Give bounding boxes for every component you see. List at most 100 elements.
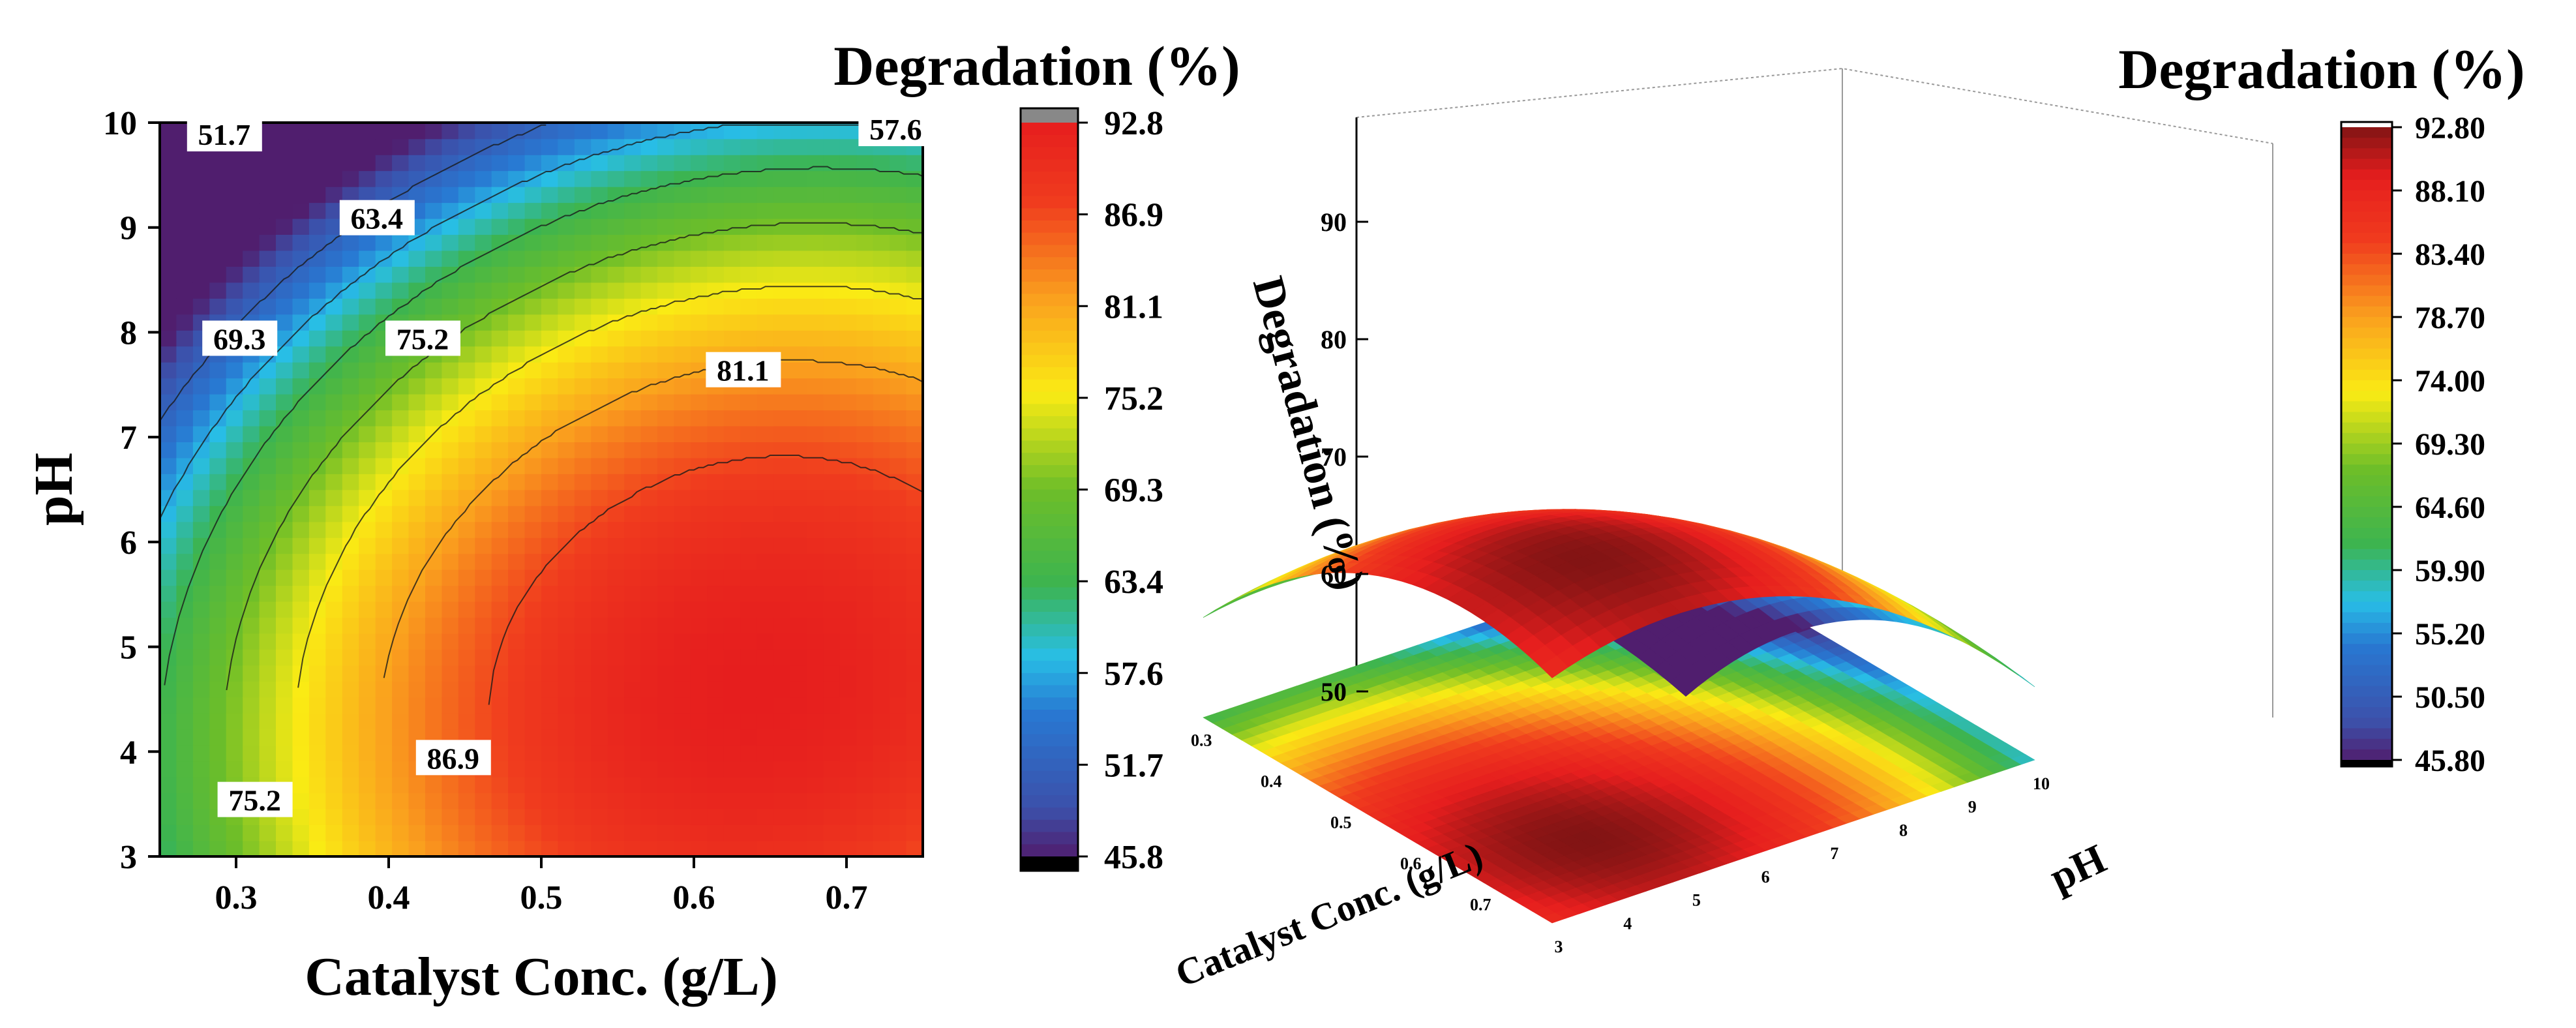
contour-cell	[276, 729, 293, 746]
contour-cell	[657, 601, 675, 618]
contour-cell	[375, 665, 393, 682]
colorbar-right-band	[2341, 549, 2392, 560]
contour-cell	[723, 314, 741, 331]
contour-cell	[475, 569, 492, 586]
contour-cell	[607, 633, 625, 650]
contour-cell	[856, 712, 874, 730]
contour-cell	[226, 425, 243, 442]
contour-x-tick-label: 0.6	[673, 879, 715, 916]
contour-cell	[392, 474, 410, 491]
contour-cell	[624, 346, 642, 363]
contour-cell	[458, 697, 475, 714]
contour-cell	[359, 250, 376, 267]
contour-cell	[856, 697, 874, 714]
contour-cell	[442, 250, 459, 267]
contour-cell	[807, 138, 824, 155]
contour-cell	[823, 553, 841, 570]
contour-cell	[756, 761, 774, 778]
contour-cell	[674, 346, 691, 363]
contour-cell	[160, 186, 177, 204]
contour-cell	[723, 250, 741, 267]
contour-cell	[508, 506, 526, 522]
contour-cell	[674, 697, 691, 714]
contour-cell	[325, 553, 343, 570]
contour-cell	[192, 712, 211, 730]
contour-cell	[458, 282, 475, 299]
contour-cell	[276, 154, 293, 172]
contour-cell	[723, 601, 741, 618]
colorbar-right-band	[2341, 601, 2392, 613]
contour-cell	[425, 457, 443, 474]
contour-cell	[823, 474, 841, 491]
contour-cell	[491, 697, 509, 714]
contour-cell	[359, 442, 376, 459]
contour-cell	[707, 617, 725, 634]
contour-cell	[176, 665, 194, 682]
contour-cell	[176, 553, 194, 570]
contour-cell	[325, 569, 343, 586]
contour-cell	[408, 649, 426, 666]
contour-cell	[873, 393, 890, 411]
contour-cell	[425, 681, 443, 698]
contour-cell	[640, 489, 658, 506]
contour-cell	[176, 744, 194, 762]
contour-cell	[375, 569, 393, 586]
surface-floor-cell	[2011, 753, 2035, 765]
contour-cell	[707, 250, 725, 267]
contour-cell	[607, 442, 625, 459]
colorbar-right-band	[2341, 538, 2392, 550]
colorbar-left-band	[1021, 538, 1078, 552]
contour-cell	[176, 712, 194, 730]
contour-cell	[773, 761, 791, 778]
contour-cell	[176, 410, 194, 427]
contour-cell	[425, 633, 443, 650]
contour-cell	[823, 186, 841, 204]
contour-cell	[890, 729, 907, 746]
contour-cell	[392, 712, 410, 730]
contour-cell	[292, 585, 310, 602]
contour-cell	[591, 170, 608, 187]
contour-cell	[640, 442, 658, 459]
contour-cell	[591, 729, 608, 746]
contour-cell	[375, 729, 393, 746]
contour-cell	[558, 665, 575, 682]
contour-cell	[392, 170, 410, 187]
contour-cell	[756, 697, 774, 714]
contour-cell	[160, 521, 177, 538]
contour-cell	[259, 138, 277, 155]
contour-cell	[508, 393, 526, 411]
contour-cell	[325, 681, 343, 698]
contour-cell	[209, 537, 227, 554]
contour-cell	[491, 744, 509, 762]
contour-cell	[591, 744, 608, 762]
contour-cell	[873, 808, 890, 825]
colorbar-left-tick-label: 86.9	[1104, 197, 1163, 234]
contour-cell	[756, 298, 774, 315]
contour-cell	[243, 457, 260, 474]
contour-cell	[740, 553, 758, 570]
contour-cell	[707, 761, 725, 778]
contour-cell	[740, 585, 758, 602]
contour-cell	[856, 729, 874, 746]
contour-cell	[873, 601, 890, 618]
contour-cell	[607, 250, 625, 267]
contour-cell	[856, 793, 874, 809]
contour-cell	[375, 585, 393, 602]
colorbar-left-tick-label: 69.3	[1104, 472, 1163, 509]
contour-cell	[308, 744, 327, 762]
contour-cell	[657, 425, 675, 442]
contour-cell	[873, 761, 890, 778]
contour-cell	[674, 186, 691, 204]
contour-cell	[541, 393, 559, 411]
contour-cell	[308, 123, 327, 140]
contour-cell	[292, 202, 310, 219]
contour-cell	[740, 489, 758, 506]
contour-cell	[308, 393, 327, 411]
contour-cell	[243, 569, 260, 586]
contour-cell	[740, 138, 758, 155]
contour-cell	[508, 569, 526, 586]
contour-cell	[292, 521, 310, 538]
contour-cell	[458, 617, 475, 634]
contour-level-label: 86.9	[427, 742, 480, 775]
contour-cell	[192, 266, 211, 283]
